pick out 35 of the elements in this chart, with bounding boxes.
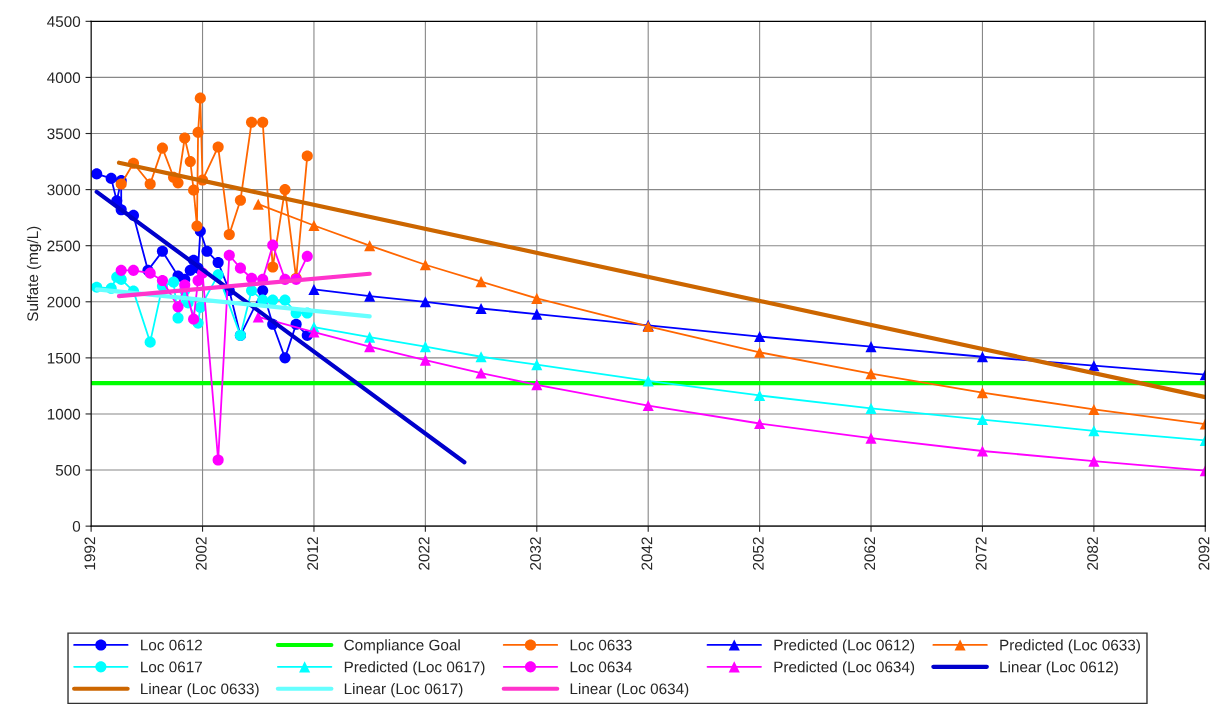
x-tick-label: 2042 bbox=[641, 537, 653, 570]
legend-label: Linear (Loc 0633) bbox=[141, 683, 259, 698]
legend-label: Predicted (Loc 0612) bbox=[774, 639, 915, 654]
legend-label: Linear (Loc 0634) bbox=[570, 683, 689, 698]
legend-label: Loc 0612 bbox=[141, 639, 202, 651]
x-tick-label: 2022 bbox=[418, 537, 430, 570]
y-tick-label: 2000 bbox=[47, 296, 81, 308]
legend-label: Loc 0633 bbox=[570, 639, 632, 651]
legend-label: Loc 0634 bbox=[570, 661, 632, 673]
legend-label: Predicted (Loc 0634) bbox=[774, 661, 915, 676]
x-tick-label: 2072 bbox=[975, 537, 987, 570]
x-tick-label: 2002 bbox=[195, 537, 207, 570]
y-tick-label: 4500 bbox=[47, 16, 81, 28]
x-tick-label: 2032 bbox=[530, 537, 541, 570]
legend-label: Loc 0617 bbox=[141, 661, 202, 673]
x-tick-label: 2012 bbox=[307, 537, 319, 570]
y-axis-title: Sulfate (mg/L) bbox=[26, 226, 42, 322]
legend-label: Compliance Goal bbox=[344, 639, 460, 654]
legend-label: Predicted (Loc 0633) bbox=[1000, 639, 1140, 654]
y-tick-label: 2500 bbox=[47, 240, 81, 252]
y-tick-label: 0 bbox=[72, 521, 81, 532]
legend-label: Linear (Loc 0612) bbox=[1000, 661, 1118, 676]
x-tick-label: 2062 bbox=[864, 537, 876, 570]
y-tick-label: 3500 bbox=[47, 128, 81, 140]
legend-label: Predicted (Loc 0617) bbox=[344, 661, 485, 676]
x-tick-label: 1992 bbox=[84, 537, 96, 570]
y-tick-label: 4000 bbox=[47, 72, 81, 84]
x-tick-label: 2082 bbox=[1087, 537, 1098, 570]
x-tick-label: 2092 bbox=[1198, 537, 1210, 570]
legend-label: Linear (Loc 0617) bbox=[344, 683, 463, 698]
y-tick-label: 1500 bbox=[47, 352, 81, 364]
x-tick-label: 2052 bbox=[752, 537, 764, 570]
y-tick-label: 500 bbox=[55, 464, 81, 476]
y-tick-label: 1000 bbox=[47, 408, 81, 420]
y-tick-label: 3000 bbox=[47, 184, 81, 196]
